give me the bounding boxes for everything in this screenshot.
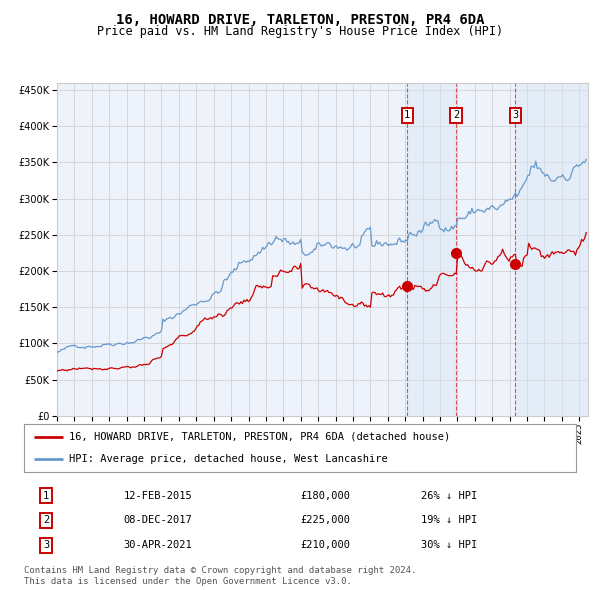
Text: £210,000: £210,000 [300, 540, 350, 550]
Bar [407, 83, 456, 416]
Text: 3: 3 [43, 540, 49, 550]
Text: Price paid vs. HM Land Registry's House Price Index (HPI): Price paid vs. HM Land Registry's House … [97, 25, 503, 38]
Text: 30% ↓ HPI: 30% ↓ HPI [421, 540, 478, 550]
Text: HPI: Average price, detached house, West Lancashire: HPI: Average price, detached house, West… [69, 454, 388, 464]
Text: 12-FEB-2015: 12-FEB-2015 [124, 491, 192, 500]
Text: 2: 2 [453, 110, 460, 120]
Text: 19% ↓ HPI: 19% ↓ HPI [421, 516, 478, 525]
Text: 08-DEC-2017: 08-DEC-2017 [124, 516, 192, 525]
Text: 26% ↓ HPI: 26% ↓ HPI [421, 491, 478, 500]
Text: 1: 1 [43, 491, 49, 500]
Text: 30-APR-2021: 30-APR-2021 [124, 540, 192, 550]
Text: 2: 2 [43, 516, 49, 525]
Text: Contains HM Land Registry data © Crown copyright and database right 2024.
This d: Contains HM Land Registry data © Crown c… [24, 566, 416, 586]
Text: 1: 1 [404, 110, 410, 120]
Text: 16, HOWARD DRIVE, TARLETON, PRESTON, PR4 6DA (detached house): 16, HOWARD DRIVE, TARLETON, PRESTON, PR4… [69, 432, 451, 442]
Text: 3: 3 [512, 110, 518, 120]
Text: £225,000: £225,000 [300, 516, 350, 525]
Text: 16, HOWARD DRIVE, TARLETON, PRESTON, PR4 6DA: 16, HOWARD DRIVE, TARLETON, PRESTON, PR4… [116, 13, 484, 27]
Text: £180,000: £180,000 [300, 491, 350, 500]
Bar [515, 83, 588, 416]
